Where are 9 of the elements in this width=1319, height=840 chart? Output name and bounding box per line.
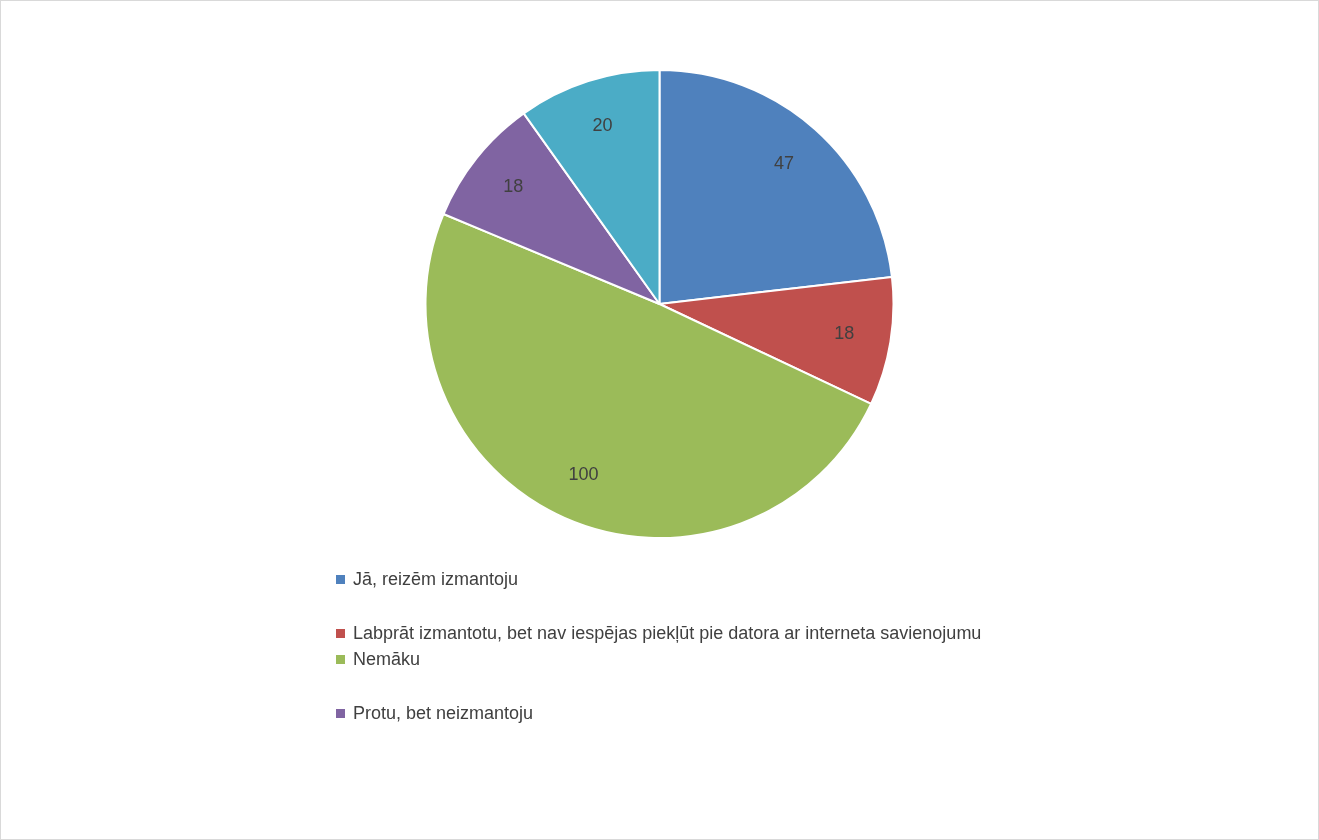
data-label: 18 (834, 323, 855, 344)
legend-label: Protu, bet neizmantoju (353, 702, 534, 725)
data-label: 100 (568, 464, 599, 485)
data-label: 18 (503, 176, 524, 197)
data-label: 20 (592, 114, 613, 135)
legend-label: Nemāku (353, 648, 421, 671)
legend-label: Labprāt izmantotu, bet nav iespējas piekļūt pie datora ar interneta savienojumu (353, 622, 982, 645)
legend-label: Jā, reizēm izmantoju (353, 568, 519, 591)
data-label: 47 (773, 153, 794, 174)
